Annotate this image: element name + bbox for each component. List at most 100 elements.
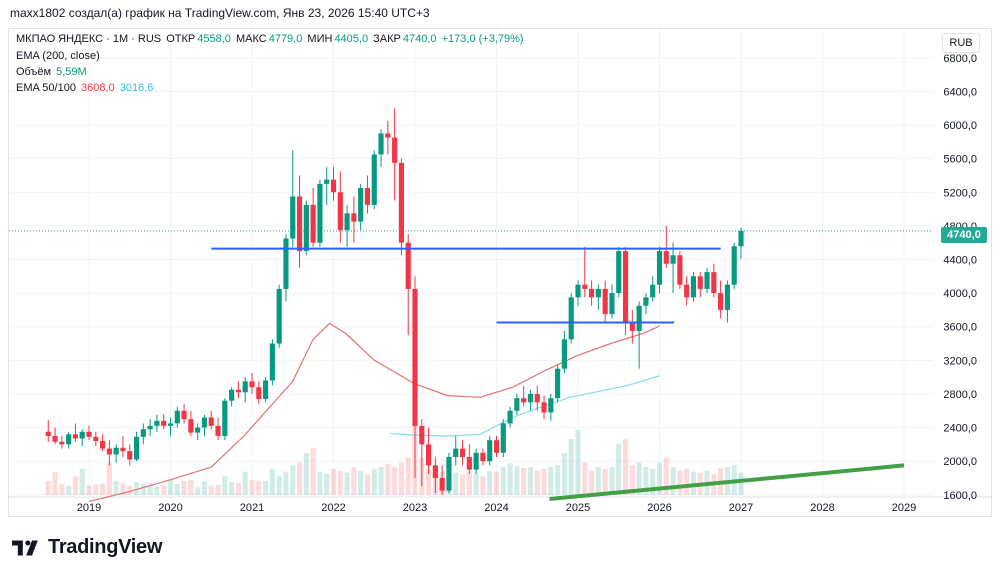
candle-body: [426, 444, 432, 466]
candle-body: [242, 381, 248, 393]
candle-body: [398, 162, 404, 243]
candle-body: [704, 272, 710, 289]
volume-bar: [86, 485, 92, 495]
y-tick-label: 6800,0: [943, 53, 977, 65]
candle-body: [378, 133, 384, 155]
candle-body: [650, 284, 656, 298]
volume-bar: [147, 482, 153, 495]
legend-symbol[interactable]: МКПАО ЯНДЕКС · 1M · RUS: [16, 33, 162, 45]
volume-bar: [602, 468, 608, 495]
candle-body: [127, 451, 133, 460]
legend-ema200[interactable]: EMA (200, close): [16, 50, 102, 62]
candle-body: [249, 381, 255, 388]
x-tick-label: 2026: [647, 502, 671, 514]
legend-volume-label: Объём: [16, 66, 52, 78]
volume-bar: [235, 482, 241, 495]
candle-body: [636, 305, 642, 331]
candle-body: [72, 434, 78, 439]
legend-change: +173,0 (+3,79%): [441, 33, 524, 45]
volume-bar: [66, 485, 72, 495]
candle-body: [561, 339, 567, 369]
volume-bar: [79, 468, 85, 495]
candle-body: [568, 297, 574, 340]
candle-body: [86, 431, 92, 437]
candle-body: [229, 389, 235, 401]
candle-body: [738, 230, 744, 247]
candle-body: [235, 389, 241, 393]
legend-close-label: ЗАКР: [373, 33, 401, 45]
legend-low-label: МИН: [307, 33, 333, 45]
volume-bar: [656, 462, 663, 495]
volume-bar: [595, 467, 601, 495]
candle-body: [208, 417, 214, 426]
chart-caption: maxx1802 создал(а) график на TradingView…: [10, 6, 430, 20]
volume-bar: [310, 448, 316, 495]
candle-body: [392, 137, 398, 163]
volume-bar: [100, 483, 106, 495]
candle-body: [161, 420, 167, 426]
ema100-line: [390, 375, 660, 437]
volume-bar: [283, 471, 289, 495]
volume-bar: [174, 483, 180, 495]
candle-body: [147, 425, 153, 430]
candle-body: [66, 434, 72, 445]
legend-open-label: ОТКР: [166, 33, 196, 45]
tradingview-logo[interactable]: TradingView: [12, 536, 162, 559]
volume-bar: [568, 439, 574, 495]
volume-bar: [663, 457, 669, 495]
candle-body: [317, 183, 323, 243]
candle-body: [446, 456, 452, 491]
y-tick-label: 2000,0: [943, 456, 977, 468]
volume-bar: [426, 468, 432, 495]
candle-body: [718, 293, 724, 310]
candle-body: [100, 441, 106, 449]
candle-body: [154, 420, 160, 426]
volume-bar: [684, 468, 690, 495]
volume-bar: [242, 471, 248, 495]
candle-body: [283, 238, 289, 289]
legend-ema-label: EMA 50/100: [16, 82, 76, 94]
y-tick-label: 6400,0: [943, 86, 977, 98]
legend-volume[interactable]: Объём 5,59M: [16, 66, 89, 78]
volume-bar: [256, 481, 262, 495]
volume-bar: [609, 467, 615, 495]
volume-bar: [45, 481, 51, 495]
candle-body: [263, 380, 269, 399]
volume-bar: [629, 465, 635, 495]
candle-body: [609, 293, 615, 315]
volume-bar: [480, 476, 486, 495]
last-price-badge: 4740,0: [941, 227, 987, 243]
legend-high-label: МАКС: [235, 33, 267, 45]
candle-body: [487, 440, 493, 462]
volume-bar: [561, 453, 567, 495]
candle-body: [290, 196, 296, 239]
candle-body: [432, 465, 438, 478]
currency-button[interactable]: RUB: [942, 33, 980, 53]
candle-body: [310, 204, 316, 243]
volume-bar: [589, 470, 595, 495]
candle-body: [303, 204, 309, 252]
volume-bar: [507, 463, 513, 495]
candle-body: [670, 255, 676, 264]
volume-bar: [106, 462, 112, 495]
volume-bar: [616, 443, 622, 495]
candle-body: [120, 447, 126, 452]
volume-bar: [493, 471, 500, 495]
legend-ema[interactable]: EMA 50/100 3608,0 3016,6: [16, 82, 155, 94]
x-tick-label: 2028: [810, 502, 834, 514]
legend-open: 4558,0: [197, 33, 231, 45]
candle-body: [616, 251, 622, 294]
candle-body: [629, 322, 635, 331]
volume-bar: [670, 467, 676, 495]
legend-ema100-value: 3016,6: [119, 82, 154, 94]
volume-bar: [337, 470, 343, 495]
volume-bar: [738, 472, 744, 495]
y-tick-label: 3200,0: [943, 355, 977, 367]
x-tick-label: 2024: [484, 502, 508, 514]
legend-ema50-value: 3608,0: [81, 82, 115, 94]
volume-bar: [229, 481, 235, 495]
price-chart[interactable]: 1600,0 2000,0 2400,0 2800,0 3200,0 3600,0 4000…: [9, 29, 991, 516]
volume-bar: [487, 470, 493, 495]
volume-bar: [154, 486, 160, 495]
y-tick-label: 2400,0: [943, 423, 977, 435]
